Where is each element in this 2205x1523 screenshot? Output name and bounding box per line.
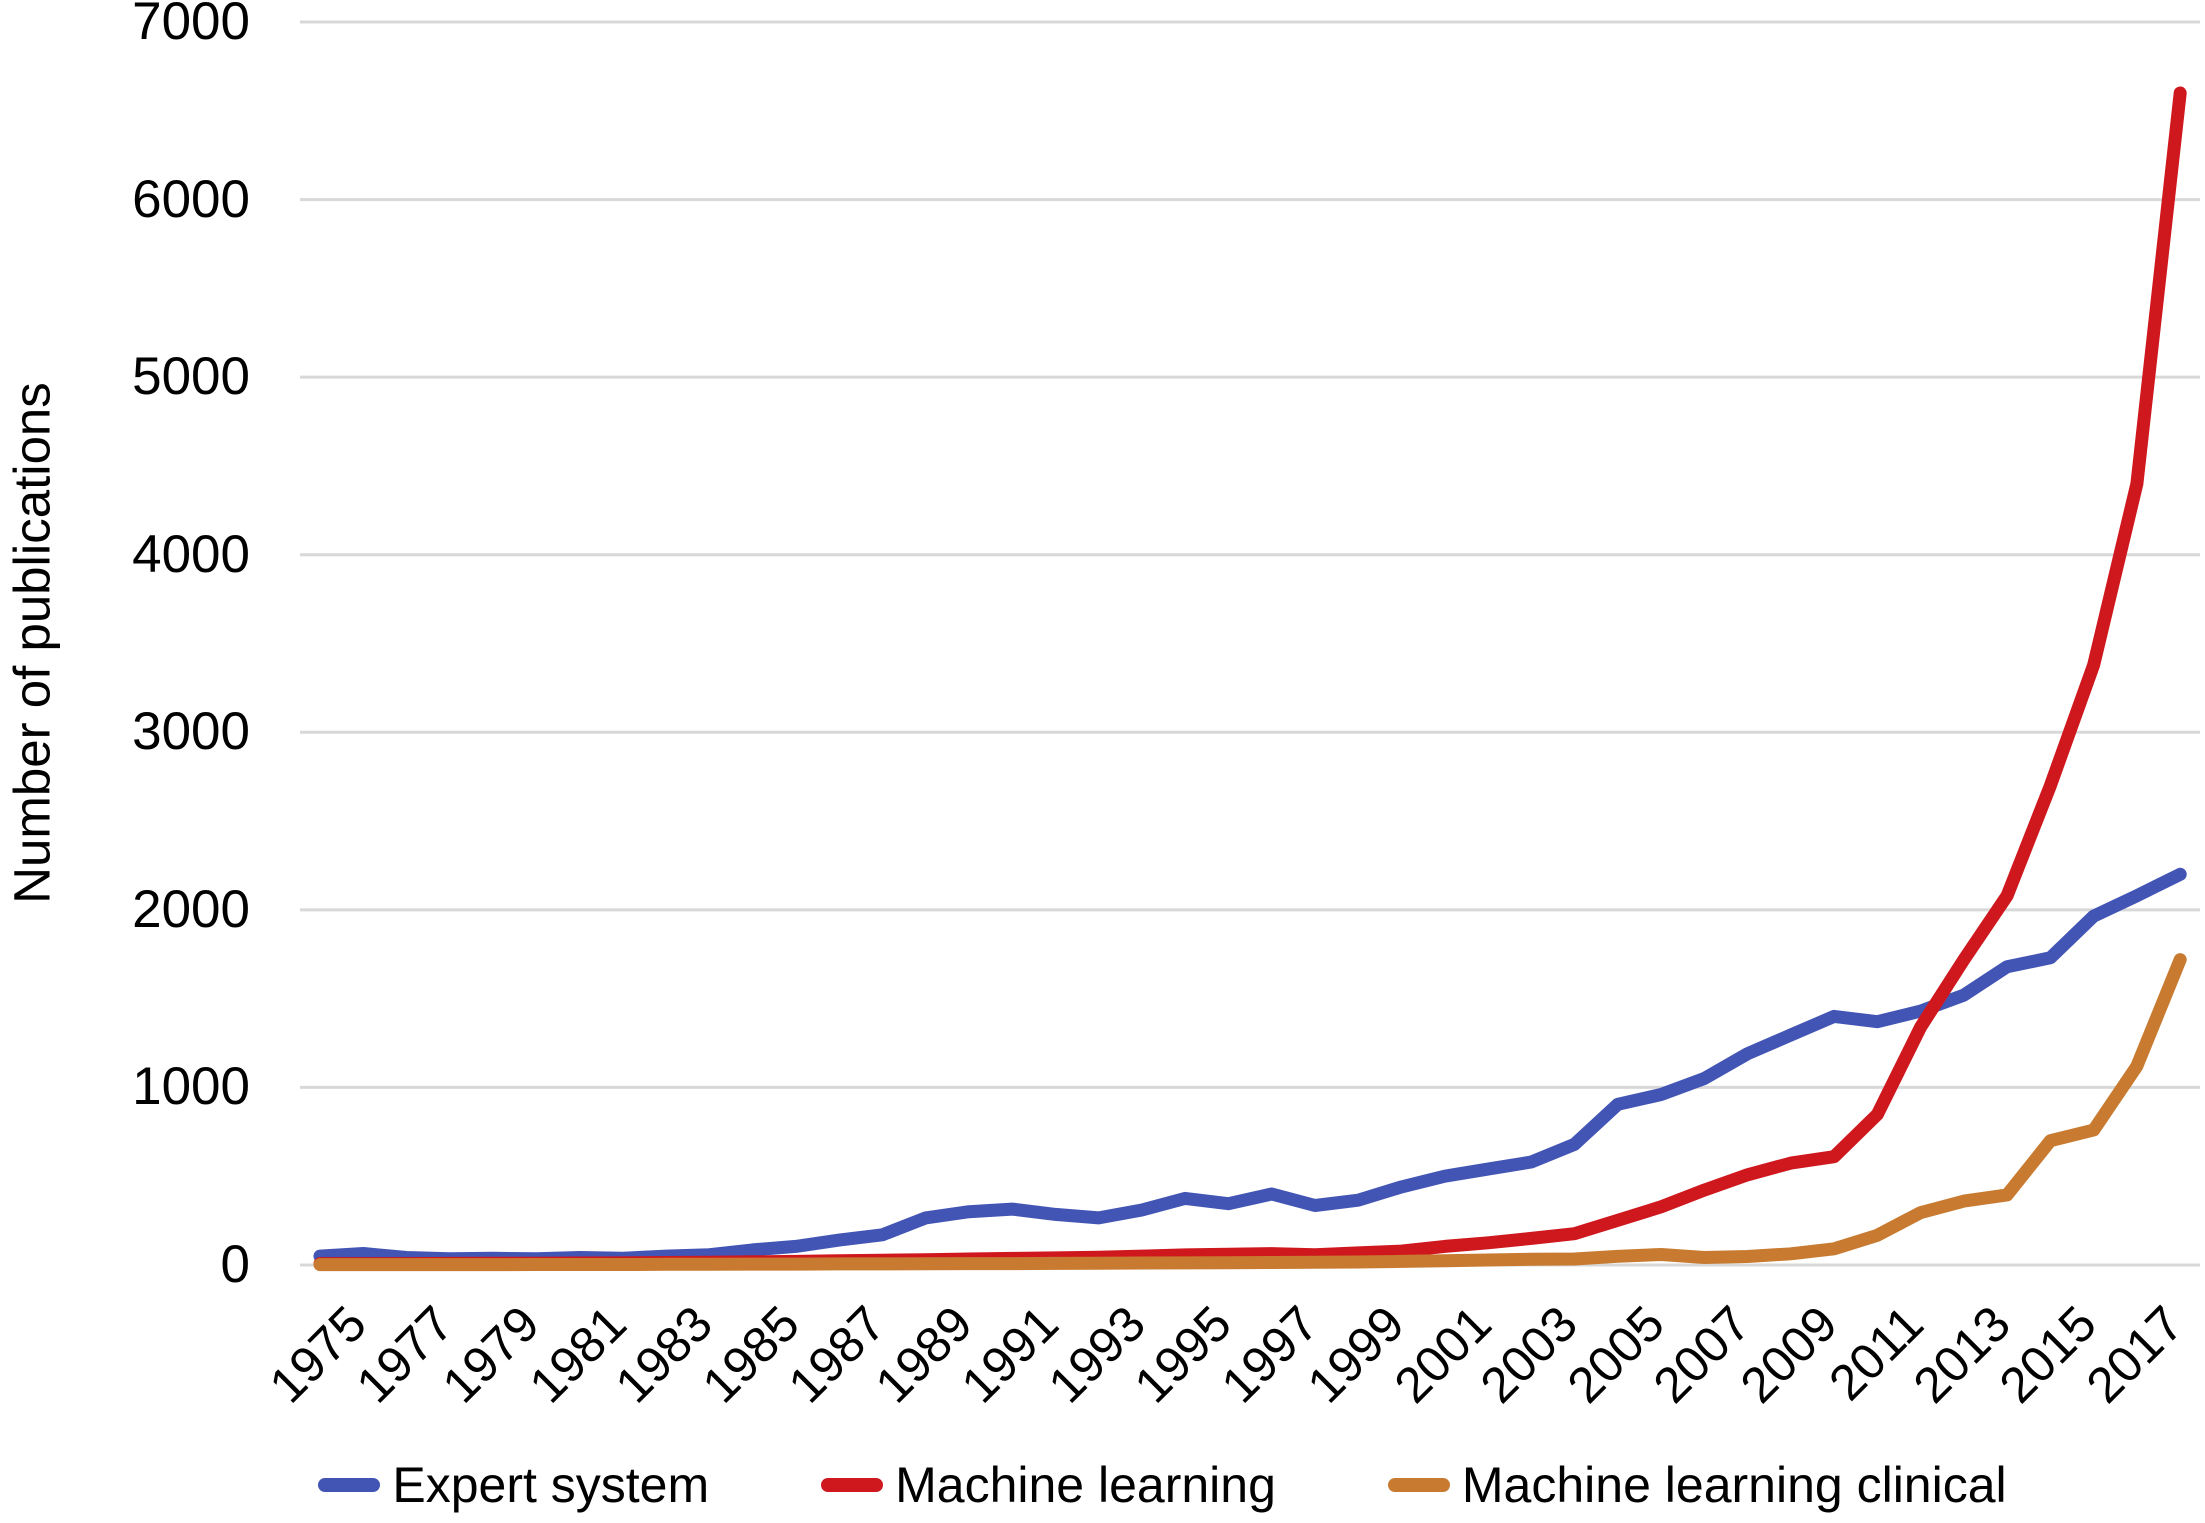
legend-label: Expert system [392,1457,710,1513]
legend-swatch-icon [1387,1478,1450,1492]
y-tick-label-5000: 5000 [132,347,250,407]
legend-item-machine-learning-clinical: Machine learning clinical [1387,1456,2007,1514]
y-tick-label-3000: 3000 [132,702,250,762]
y-tick-label-4000: 4000 [132,524,250,584]
legend-item-expert-system: Expert system [318,1456,709,1514]
y-tick-label-6000: 6000 [132,169,250,229]
legend-item-machine-learning: Machine learning [821,1456,1276,1514]
y-axis-title: Number of publications [3,382,61,904]
y-tick-label-0: 0 [220,1235,250,1294]
y-tick-label-7000: 7000 [132,0,250,51]
legend-swatch-icon [318,1478,381,1492]
legend-label: Machine learning clinical [1461,1457,2007,1513]
legend-label: Machine learning [895,1457,1276,1513]
series-line-machine-learning-clinical [313,953,2187,1272]
legend-swatch-icon [821,1478,884,1492]
chart-legend: Expert system Machine learning Machine lea… [0,1452,2205,1518]
y-tick-label-2000: 2000 [132,879,250,939]
y-tick-label-1000: 1000 [132,1057,250,1117]
